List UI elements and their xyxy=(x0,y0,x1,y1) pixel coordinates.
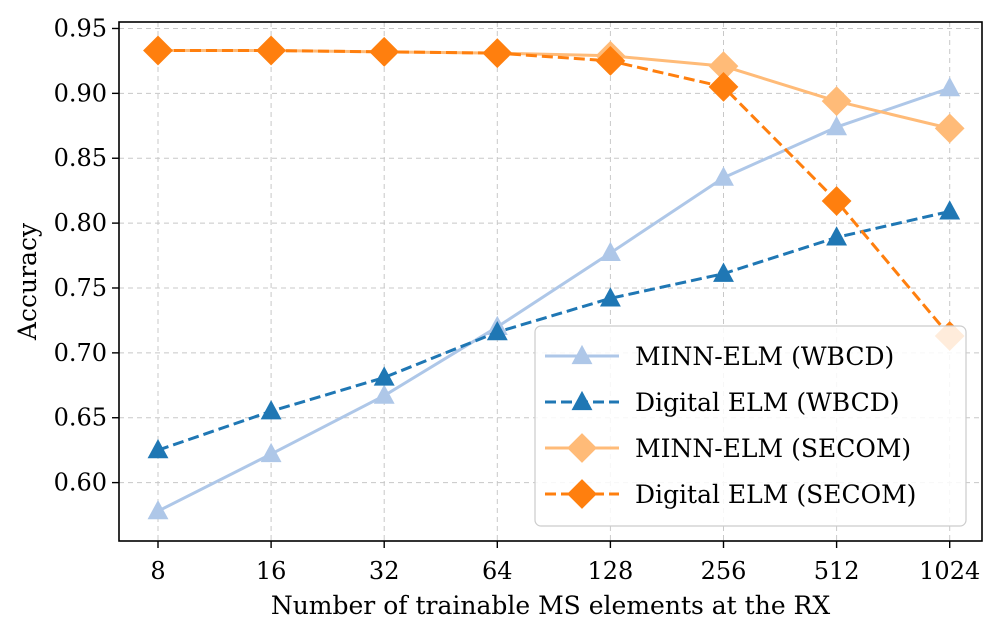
legend-entry: Digital ELM (WBCD) xyxy=(545,388,900,417)
data-point xyxy=(260,400,282,420)
data-point xyxy=(939,77,961,97)
data-point xyxy=(482,38,513,69)
axes: 8 16 32 64 128 256 512 1024 0.60 0.65 0.70 0.75 0.80… xyxy=(54,14,981,585)
data-point xyxy=(821,86,852,117)
series-1 xyxy=(147,200,961,459)
data-point xyxy=(708,51,739,81)
x-tick-label: 8 xyxy=(150,557,165,585)
legend-marker xyxy=(567,479,597,509)
data-point xyxy=(708,71,739,102)
data-point xyxy=(826,226,848,246)
x-tick-label: 512 xyxy=(814,557,860,585)
data-point xyxy=(713,166,734,186)
data-point xyxy=(826,115,848,136)
series-line xyxy=(157,209,951,452)
data-point xyxy=(373,384,395,404)
data-point xyxy=(713,262,734,282)
data-point xyxy=(599,241,621,262)
legend-entry: MINN-ELM (SECOM) xyxy=(545,433,911,463)
y-tick-label: 0.75 xyxy=(54,274,107,302)
x-tick-label: 1024 xyxy=(919,557,980,585)
data-point xyxy=(147,439,169,459)
legend-marker xyxy=(571,390,593,411)
data-point xyxy=(373,366,395,386)
x-tick-label: 32 xyxy=(369,557,400,585)
y-tick-label: 0.85 xyxy=(54,144,107,172)
y-tick-label: 0.65 xyxy=(54,404,107,432)
series-0 xyxy=(147,77,961,520)
data-point xyxy=(939,200,961,220)
y-tick-label: 0.95 xyxy=(54,14,107,42)
data-point xyxy=(821,186,852,216)
data-point xyxy=(147,499,169,520)
data-point xyxy=(599,287,621,307)
plot-frame xyxy=(118,21,983,542)
x-tick-label: 256 xyxy=(701,557,747,585)
legend-label: Digital ELM (SECOM) xyxy=(635,480,916,509)
legend-marker xyxy=(567,433,597,463)
data-point xyxy=(260,442,282,463)
x-tick-label: 64 xyxy=(482,557,513,585)
y-tick-label: 0.90 xyxy=(54,79,107,107)
data-point xyxy=(256,35,286,66)
legend-label: Digital ELM (WBCD) xyxy=(635,388,900,417)
legend-box xyxy=(534,325,967,527)
legend: MINN-ELM (WBCD) Digital ELM (WBCD) MINN-EL… xyxy=(534,325,967,527)
x-tick-label: 128 xyxy=(587,557,633,585)
y-axis-label: Accuracy xyxy=(13,222,42,341)
series-line xyxy=(158,49,951,337)
data-point xyxy=(595,46,626,76)
data-point xyxy=(486,320,508,341)
data-point xyxy=(143,35,173,66)
legend-label: MINN-ELM (SECOM) xyxy=(635,434,911,463)
y-tick-label: 0.60 xyxy=(54,469,107,497)
y-tick-label: 0.80 xyxy=(54,209,107,237)
legend-entry: Digital ELM (SECOM) xyxy=(545,479,916,509)
legend-entry: MINN-ELM (WBCD) xyxy=(545,342,894,371)
legend-label: MINN-ELM (WBCD) xyxy=(635,342,894,371)
data-point xyxy=(369,36,400,67)
data-point xyxy=(934,113,965,144)
x-tick-label: 16 xyxy=(256,557,287,585)
legend-marker xyxy=(571,344,593,365)
x-axis-label: Number of trainable MS elements at the R… xyxy=(271,591,831,620)
series-line xyxy=(157,86,951,513)
y-tick-label: 0.70 xyxy=(54,339,107,367)
